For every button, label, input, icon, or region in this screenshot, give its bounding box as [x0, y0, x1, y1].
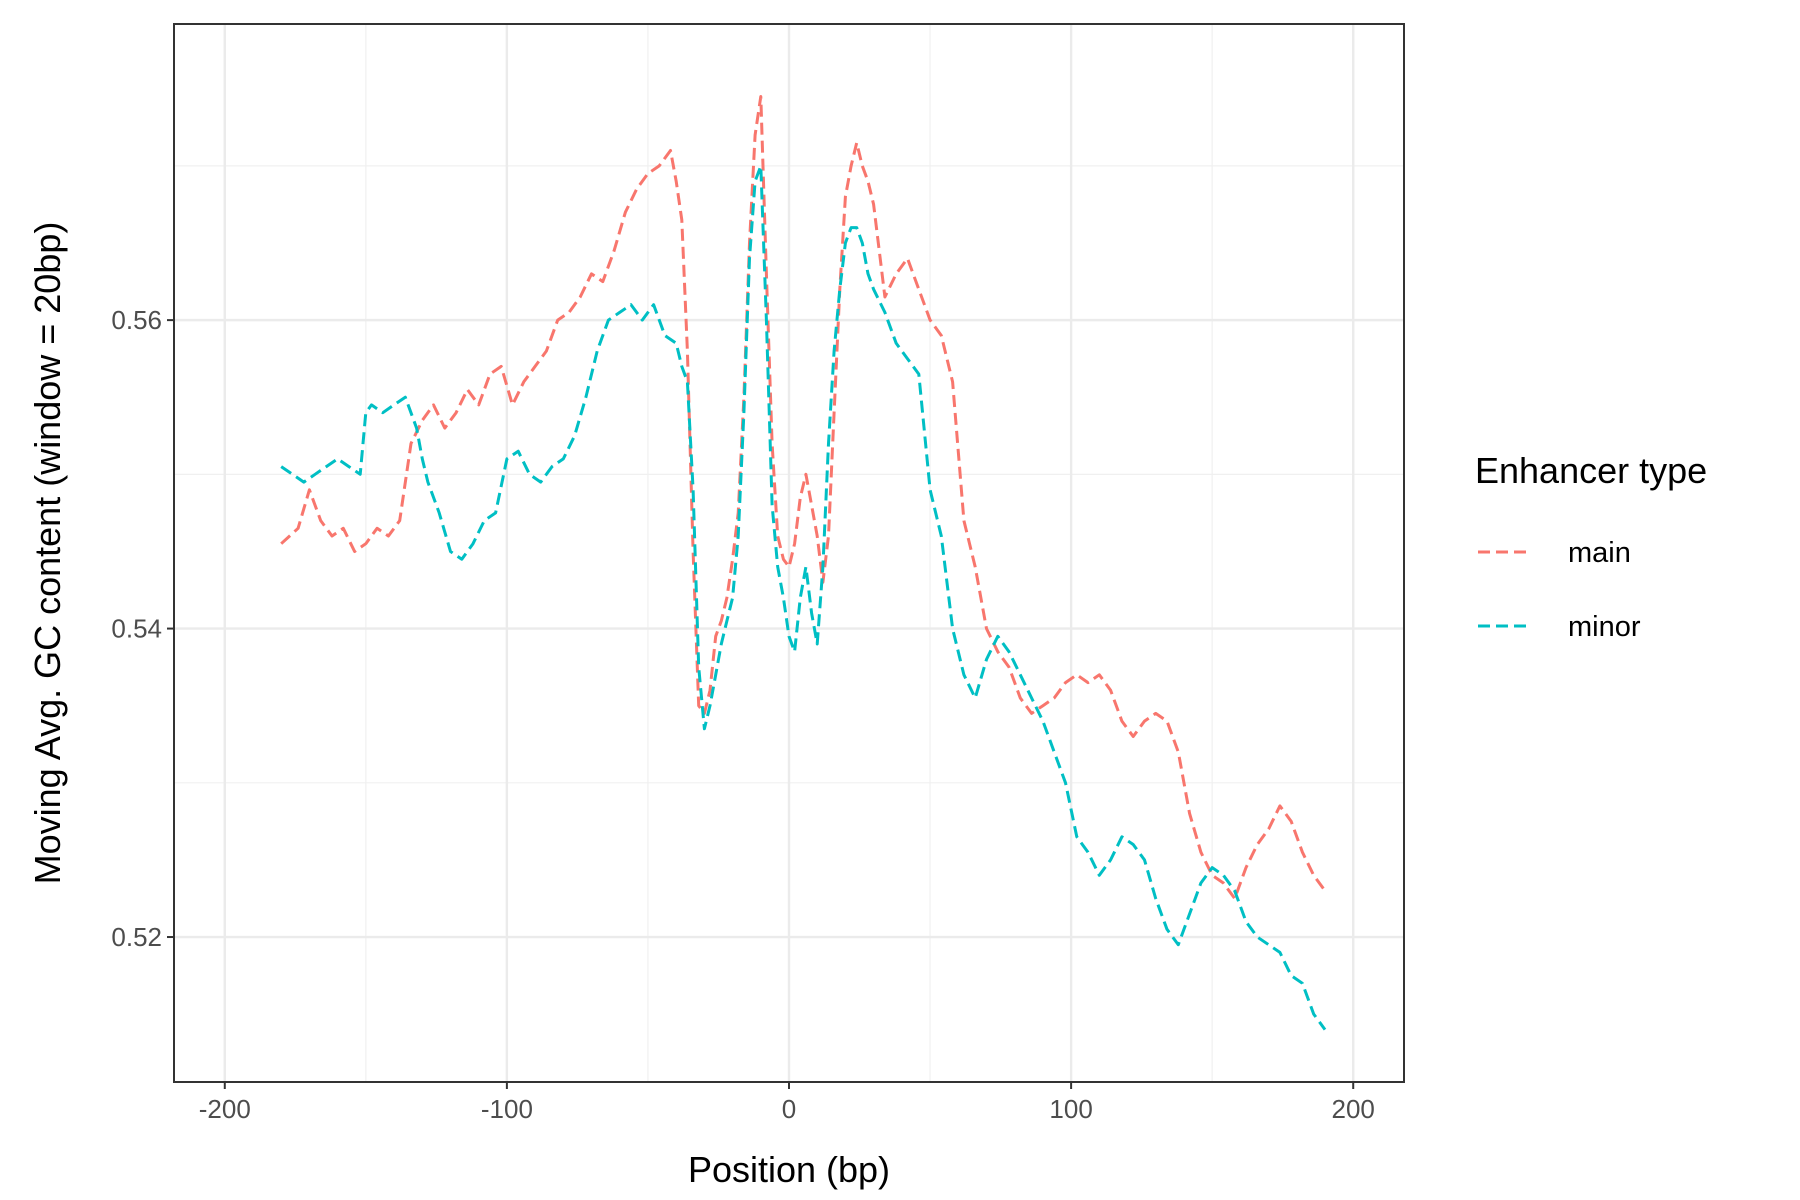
legend-label-minor: minor — [1568, 611, 1641, 643]
x-axis-title: Position (bp) — [688, 1149, 890, 1190]
y-tick-label: 0.52 — [111, 922, 162, 952]
plot-panel — [173, 23, 1405, 1083]
x-tick-label: 200 — [1332, 1094, 1375, 1124]
y-tick-label: 0.54 — [111, 614, 162, 644]
y-axis-title: Moving Avg. GC content (window = 20bp) — [27, 222, 68, 885]
y-axis: 0.52 0.54 0.56 — [111, 305, 174, 952]
legend-entries: main minor — [1478, 537, 1641, 643]
series-layer — [280, 95, 1327, 1031]
x-tick-label: -200 — [199, 1094, 251, 1124]
major-gridlines — [174, 24, 1404, 1082]
legend-label-main: main — [1568, 537, 1631, 569]
series-line-main — [280, 95, 1327, 900]
x-tick-label: 100 — [1049, 1094, 1092, 1124]
legend-title: Enhancer type — [1475, 450, 1707, 491]
x-axis: -200 -100 0 100 200 — [199, 1082, 1375, 1124]
legend: Enhancer type main minor — [1475, 450, 1707, 643]
x-tick-label: 0 — [782, 1094, 796, 1124]
x-tick-label: -100 — [481, 1094, 533, 1124]
y-tick-label: 0.56 — [111, 305, 162, 335]
series-line-minor — [280, 164, 1327, 1031]
